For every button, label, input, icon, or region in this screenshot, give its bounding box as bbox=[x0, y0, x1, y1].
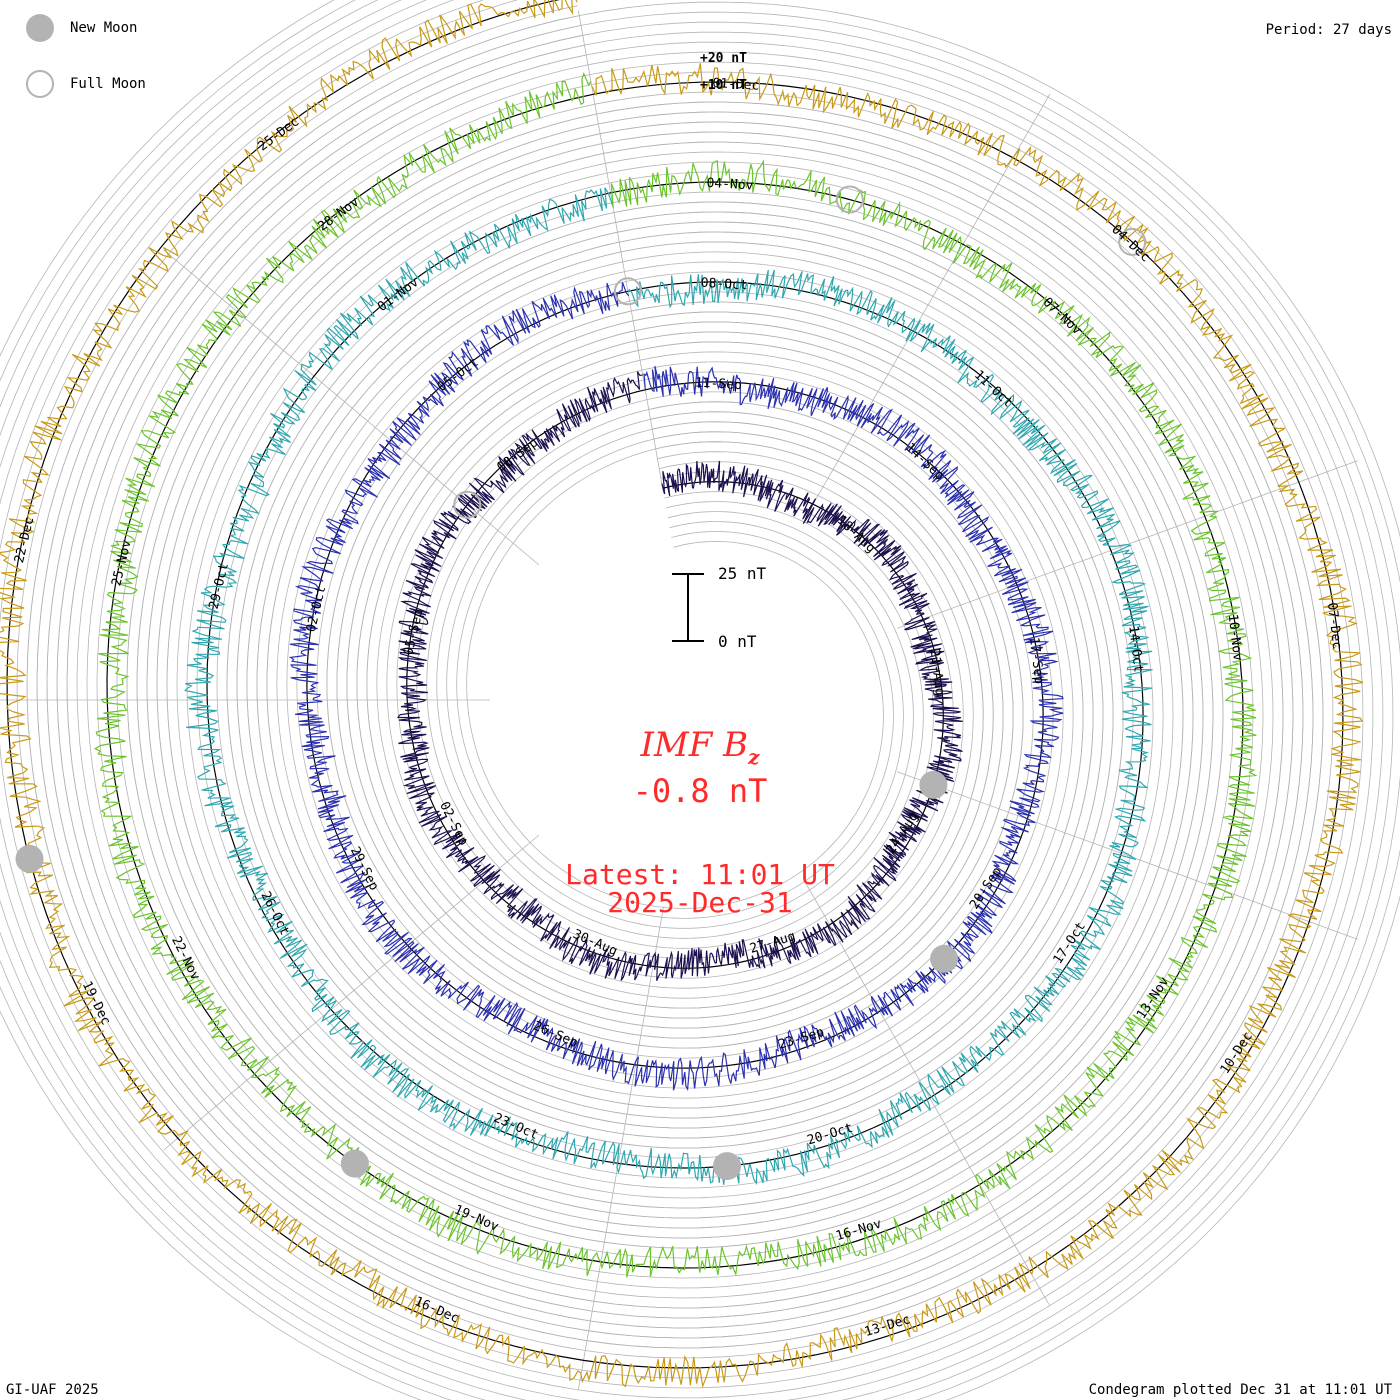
imf-bz-traces bbox=[0, 0, 1364, 1389]
scale-top-label: 25 nT bbox=[718, 564, 767, 583]
new-moon-marker bbox=[930, 944, 959, 973]
scale-bottom-label: 0 nT bbox=[718, 632, 757, 651]
grid-ring bbox=[56, 44, 1294, 1319]
latest-time: Latest: 11:01 UT bbox=[565, 858, 835, 891]
date-label: 10-Nov bbox=[1225, 613, 1245, 662]
date-label: 28-Nov bbox=[315, 194, 362, 234]
full-moon-label: Full Moon bbox=[70, 76, 146, 92]
parameter-title: IMF Bz bbox=[0, 725, 1400, 769]
scale-bar bbox=[672, 573, 704, 642]
period-label: Period: 27 days bbox=[1265, 22, 1392, 38]
moon-markers bbox=[15, 185, 1147, 1181]
radial-spoke bbox=[578, 10, 664, 494]
outer-grid-label-10nt: +10 nT bbox=[700, 78, 747, 93]
full-moon-marker bbox=[1118, 227, 1147, 256]
footer-credit: GI-UAF 2025 bbox=[6, 1382, 99, 1398]
full-moon-marker bbox=[453, 490, 482, 519]
date-label: 05-Oct bbox=[435, 355, 482, 395]
parameter-subscript: z bbox=[748, 745, 760, 769]
date-label: 14-Sep bbox=[902, 440, 947, 483]
radial-spoke bbox=[804, 881, 1051, 1307]
zero-baseline bbox=[6, 0, 1344, 1369]
new-moon-marker bbox=[919, 770, 948, 799]
date-label: 08-Oct bbox=[700, 276, 748, 294]
new-moon-label: New Moon bbox=[70, 20, 138, 36]
grid-ring bbox=[0, 0, 1364, 1389]
full-moon-marker bbox=[835, 185, 864, 214]
date-label: 07-Dec bbox=[1324, 602, 1344, 650]
grid-ring bbox=[16, 5, 1334, 1359]
date-label: 21-Aug bbox=[927, 648, 947, 696]
new-moon-marker bbox=[15, 844, 44, 873]
full-moon-marker bbox=[613, 277, 642, 306]
new-moon-marker bbox=[340, 1149, 369, 1178]
grid-ring bbox=[66, 54, 1284, 1309]
radial-spoke bbox=[163, 834, 540, 1151]
date-label: 07-Nov bbox=[1040, 295, 1085, 338]
radial-spoke bbox=[804, 93, 1051, 519]
latest-date: 2025-Dec-31 bbox=[607, 886, 793, 919]
new-moon-icon bbox=[26, 14, 54, 42]
moon-legend: New Moon Full Moon bbox=[26, 12, 146, 124]
current-value: -0.8 nT bbox=[632, 772, 768, 810]
date-labels: 18-Aug21-Aug24-Aug27-Aug30-Aug02-Sep05-S… bbox=[12, 76, 1344, 1340]
date-label: 14-Oct bbox=[1125, 625, 1145, 673]
radial-spoke bbox=[578, 906, 664, 1390]
parameter-name: IMF B bbox=[640, 725, 749, 765]
legend-new-moon: New Moon bbox=[26, 12, 146, 44]
trace-rotation-3 bbox=[184, 187, 1153, 1186]
trace-rotation-2 bbox=[288, 282, 1064, 1092]
trace-rotation-5 bbox=[0, 0, 1364, 1389]
date-label: 04-Nov bbox=[706, 176, 754, 194]
date-label: 01-Nov bbox=[375, 275, 422, 315]
trace-rotation-1 bbox=[396, 371, 963, 981]
full-moon-icon bbox=[26, 70, 54, 98]
date-label: 01-Dec bbox=[712, 76, 760, 94]
new-moon-marker bbox=[713, 1152, 742, 1181]
date-label: 11-Sep bbox=[695, 375, 743, 393]
zero-baseline-spiral bbox=[6, 0, 1344, 1369]
footer-plot-time: Condegram plotted Dec 31 at 11:01 UT bbox=[1088, 1382, 1392, 1398]
outer-grid-label-20nt: +20 nT bbox=[700, 51, 747, 66]
trace-rotation-4 bbox=[93, 72, 1258, 1278]
date-label: 11-Oct bbox=[971, 368, 1015, 411]
date-label: 17-Sep bbox=[1026, 636, 1046, 685]
date-label: 25-Dec bbox=[256, 114, 303, 154]
radial-spoke bbox=[897, 771, 1358, 940]
legend-full-moon: Full Moon bbox=[26, 68, 146, 100]
